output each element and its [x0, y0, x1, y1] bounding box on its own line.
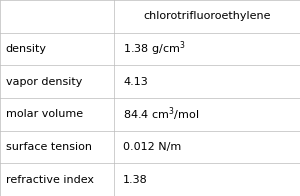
Text: vapor density: vapor density	[6, 77, 82, 87]
Text: 1.38: 1.38	[123, 175, 148, 185]
Text: 4.13: 4.13	[123, 77, 148, 87]
Text: refractive index: refractive index	[6, 175, 94, 185]
Text: surface tension: surface tension	[6, 142, 92, 152]
Text: molar volume: molar volume	[6, 109, 83, 119]
Text: 1.38 g/cm$^3$: 1.38 g/cm$^3$	[123, 40, 186, 58]
Text: 84.4 cm$^3$/mol: 84.4 cm$^3$/mol	[123, 105, 200, 123]
Text: density: density	[6, 44, 47, 54]
Text: chlorotrifluoroethylene: chlorotrifluoroethylene	[143, 11, 271, 21]
Text: 0.012 N/m: 0.012 N/m	[123, 142, 182, 152]
